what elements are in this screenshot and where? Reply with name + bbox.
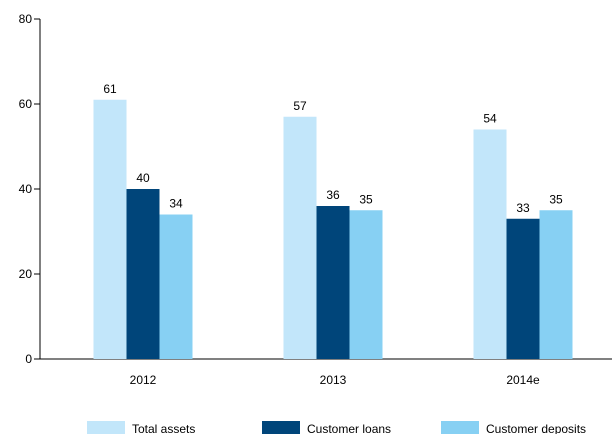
- bar: [283, 116, 317, 359]
- legend-label: Total assets: [132, 422, 195, 434]
- bar: [316, 206, 350, 359]
- bar: [159, 214, 193, 359]
- data-label: 33: [516, 201, 530, 215]
- x-tick-label: 2013: [320, 373, 347, 387]
- bar: [539, 210, 573, 359]
- y-axis-ticks: 0 20 40 60 80: [19, 12, 40, 366]
- bars: 61 40 34 57 36 35 54 33 35: [93, 82, 573, 359]
- data-label: 57: [293, 99, 307, 113]
- data-label: 61: [103, 82, 117, 96]
- bar: [349, 210, 383, 359]
- bar: [126, 189, 160, 359]
- y-tick-label: 20: [19, 267, 33, 281]
- bar: [473, 129, 507, 359]
- bar: [93, 99, 127, 359]
- legend-swatch: [87, 421, 125, 434]
- legend-label: Customer loans: [307, 422, 391, 434]
- y-tick-label: 0: [25, 352, 32, 366]
- y-tick-label: 60: [19, 97, 33, 111]
- data-label: 35: [549, 192, 563, 206]
- data-label: 35: [359, 192, 373, 206]
- x-tick-label: 2012: [130, 373, 157, 387]
- data-label: 40: [136, 171, 150, 185]
- legend: Total assets Customer loans Customer depos…: [87, 421, 586, 436]
- data-label: 34: [169, 197, 183, 211]
- y-tick-label: 40: [19, 182, 33, 196]
- data-label: 54: [483, 112, 497, 126]
- x-axis-tick-labels: 2012 2013 2014e: [130, 373, 540, 387]
- bar: [506, 218, 540, 359]
- legend-swatch: [262, 421, 300, 434]
- y-tick-label: 80: [19, 12, 33, 26]
- x-tick-label: 2014e: [506, 373, 540, 387]
- data-label: 36: [326, 188, 340, 202]
- legend-swatch: [441, 421, 479, 434]
- legend-label: Customer deposits: [486, 422, 586, 434]
